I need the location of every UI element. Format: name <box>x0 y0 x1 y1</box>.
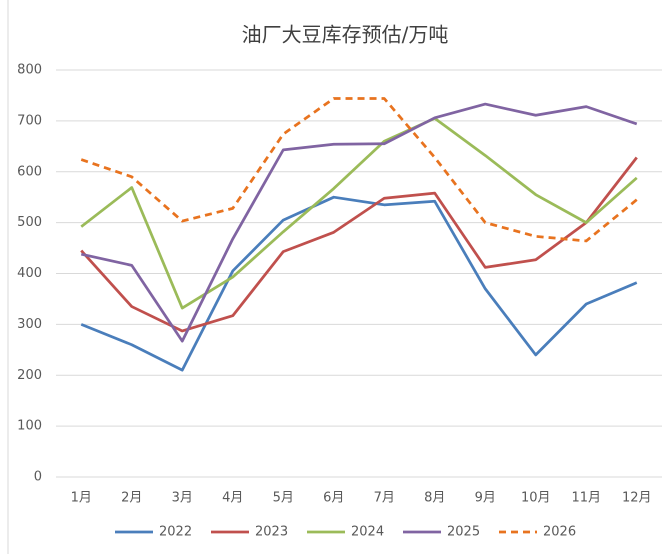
x-tick-label: 7月 <box>374 491 395 506</box>
y-tick-label: 600 <box>17 164 42 179</box>
legend-label: 2024 <box>351 525 384 540</box>
y-tick-label: 500 <box>17 215 42 230</box>
legend-label: 2026 <box>543 525 576 540</box>
x-tick-label: 10月 <box>521 491 551 506</box>
x-tick-label: 9月 <box>475 491 496 506</box>
series-line <box>80 195 638 372</box>
x-tick-label: 11月 <box>571 491 601 506</box>
chart-title: 油厂大豆库存预估/万吨 <box>242 23 449 47</box>
y-tick-label: 800 <box>17 63 42 78</box>
legend-label: 2025 <box>447 525 480 540</box>
x-tick-label: 12月 <box>622 491 652 506</box>
x-tick-label: 1月 <box>71 491 92 506</box>
x-tick-label: 8月 <box>424 491 445 506</box>
legend-label: 2022 <box>159 525 192 540</box>
x-tick-label: 3月 <box>172 491 193 506</box>
y-tick-label: 200 <box>17 368 42 383</box>
x-tick-label: 4月 <box>222 491 243 506</box>
y-tick-label: 300 <box>17 317 42 332</box>
y-tick-label: 400 <box>17 266 42 281</box>
series-line <box>80 116 638 310</box>
y-tick-label: 100 <box>17 419 42 434</box>
x-tick-label: 6月 <box>323 491 344 506</box>
series-line <box>80 156 638 333</box>
y-tick-label: 700 <box>17 113 42 128</box>
y-tick-label: 0 <box>34 470 42 485</box>
legend-label: 2023 <box>255 525 288 540</box>
x-tick-label: 5月 <box>273 491 294 506</box>
x-tick-label: 2月 <box>121 491 142 506</box>
series-line <box>80 102 638 343</box>
series-line <box>80 97 638 243</box>
